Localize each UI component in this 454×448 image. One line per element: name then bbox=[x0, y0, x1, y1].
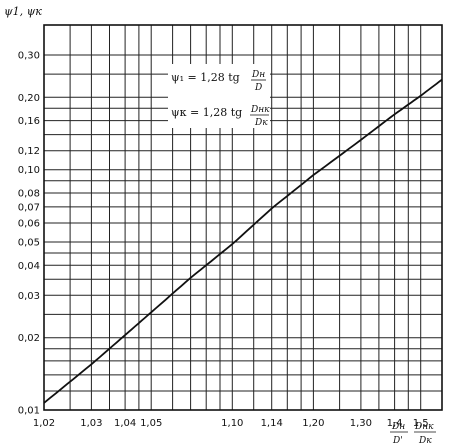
formula-box: ψ₁ = 1,28 tg Dн D ψк = 1,28 tg Dнк Dк bbox=[168, 64, 270, 128]
formula-line1-num: Dн bbox=[251, 70, 265, 80]
x-tick-label: 1,04 bbox=[114, 418, 136, 429]
y-tick-label: 0,08 bbox=[18, 189, 40, 200]
plot-frame bbox=[43, 24, 443, 411]
x-tick-label: 1,02 bbox=[33, 418, 55, 429]
y-tick-label: 0,30 bbox=[18, 51, 40, 62]
x-tick-label: 1,14 bbox=[261, 418, 283, 429]
formula-line2-den: Dк bbox=[254, 118, 268, 128]
y-tick-label: 0,06 bbox=[18, 219, 40, 230]
y-tick-label: 0,04 bbox=[18, 261, 40, 272]
tick-labels: 0,01 0,02 0,03 0,04 0,05 0,06 0,07 0,08 0,10 0,12… bbox=[18, 51, 429, 430]
y-tick-label: 0,02 bbox=[18, 333, 40, 344]
x-tick-label: 1,05 bbox=[140, 418, 162, 429]
x-tick-label: 1,10 bbox=[221, 418, 243, 429]
x-tick-label: 1,4 bbox=[387, 418, 403, 429]
x-tick-label: 1,30 bbox=[350, 418, 372, 429]
formula-line2-num: Dнк bbox=[250, 105, 270, 115]
y-tick-label: 0,07 bbox=[18, 202, 40, 213]
formula-line2-lhs: ψк = 1,28 tg bbox=[171, 106, 242, 119]
y-tick-label: 0,16 bbox=[18, 116, 40, 127]
y-tick-label: 0,03 bbox=[18, 291, 40, 302]
x-label-1-den: D' bbox=[392, 436, 403, 446]
x-tick-label: 1,03 bbox=[80, 418, 102, 429]
x-tick-label: 1,20 bbox=[302, 418, 324, 429]
x-label-2-num: Dнк bbox=[414, 422, 434, 432]
y-axis-label: ψ1, ψк bbox=[4, 5, 42, 18]
x-tick-label: 1,5 bbox=[413, 418, 429, 429]
y-tick-label: 0,12 bbox=[18, 146, 40, 157]
formula-line1-den: D bbox=[254, 83, 262, 93]
y-tick-label: 0,01 bbox=[18, 406, 40, 417]
series-curve bbox=[43, 78, 443, 404]
y-tick-label: 0,10 bbox=[18, 165, 40, 176]
x-label-2-den: Dк bbox=[418, 436, 432, 446]
x-label-1-num: Dн bbox=[391, 422, 405, 432]
y-tick-label: 0,20 bbox=[18, 93, 40, 104]
x-axis-label: Dн D' Dнк Dк bbox=[390, 422, 436, 446]
curve-layer bbox=[43, 78, 443, 404]
y-tick-label: 0,05 bbox=[18, 238, 40, 249]
formula-line1-lhs: ψ₁ = 1,28 tg bbox=[171, 71, 240, 84]
